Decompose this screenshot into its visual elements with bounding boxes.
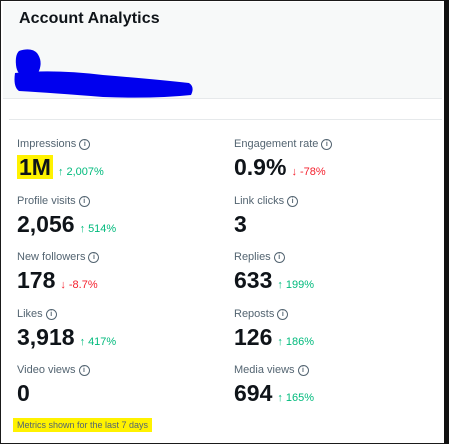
- arrow-up-icon: ↑: [277, 392, 283, 404]
- metric-value: 0: [17, 380, 30, 406]
- page-title: Account Analytics: [19, 10, 160, 27]
- metric-label: Reposts i: [234, 307, 434, 321]
- metric-label: Video views i: [17, 363, 217, 377]
- metric-value-row: 2,056 ↑ 514%: [17, 212, 217, 236]
- metric-label: Impressions i: [17, 137, 217, 151]
- metric-label-text: Reposts: [234, 308, 275, 320]
- metric-change-text: 417%: [88, 336, 117, 348]
- arrow-down-icon: ↓: [291, 166, 297, 178]
- metric-change-text: 2,007%: [66, 166, 104, 178]
- info-icon[interactable]: i: [78, 195, 90, 207]
- metric-change-text: 514%: [88, 223, 117, 235]
- info-icon[interactable]: i: [45, 308, 57, 320]
- info-icon[interactable]: i: [88, 251, 100, 263]
- info-icon[interactable]: i: [78, 364, 90, 376]
- divider: [9, 119, 442, 120]
- metric-value-row: 3: [234, 212, 434, 236]
- metric-label-text: Likes: [17, 308, 43, 320]
- metric-label: New followers i: [17, 250, 217, 264]
- metric-label-text: Impressions: [17, 138, 77, 150]
- redaction-scribble: [14, 49, 193, 98]
- info-icon[interactable]: i: [273, 251, 285, 263]
- footer-note: Metrics shown for the last 7 days: [13, 418, 153, 432]
- metric-change: ↑ 2,007%: [58, 166, 104, 178]
- metric-media-views: Media views i 694 ↑ 165%: [234, 363, 434, 405]
- metric-change: ↑ 199%: [277, 279, 314, 291]
- metric-label: Replies i: [234, 250, 434, 264]
- arrow-up-icon: ↑: [79, 223, 86, 235]
- metric-link-clicks: Link clicks i 3: [234, 194, 434, 236]
- metric-impressions: Impressions i 1M ↑ 2,007%: [17, 137, 217, 179]
- metric-value: 0.9%: [234, 154, 287, 180]
- metric-profile-visits: Profile visits i 2,056 ↑ 514%: [17, 194, 217, 236]
- metric-value: 694: [234, 380, 273, 406]
- info-icon[interactable]: i: [79, 138, 91, 150]
- metric-value-row: 3,918 ↑ 417%: [17, 325, 217, 349]
- metric-value: 178: [17, 267, 56, 293]
- metric-label: Profile visits i: [17, 194, 217, 208]
- metric-value-row: 178 ↓ -8.7%: [17, 268, 217, 292]
- metric-value: 2,056: [17, 211, 75, 237]
- metric-value: 3,918: [17, 324, 75, 350]
- info-icon[interactable]: i: [321, 138, 333, 150]
- metric-label: Link clicks i: [234, 194, 434, 208]
- metric-replies: Replies i 633 ↑ 199%: [234, 250, 434, 292]
- metric-label: Likes i: [17, 307, 217, 321]
- metric-label: Media views i: [234, 363, 434, 377]
- metric-label-text: Profile visits: [17, 195, 76, 207]
- metric-engagement-rate: Engagement rate i 0.9% ↓ -78%: [234, 137, 434, 179]
- metric-value: 126: [234, 324, 273, 350]
- info-icon[interactable]: i: [287, 195, 299, 207]
- metric-change: ↑ 514%: [80, 223, 117, 235]
- metric-label-text: Link clicks: [234, 195, 285, 207]
- metric-label-text: Engagement rate: [234, 138, 319, 150]
- metric-value-row: 633 ↑ 199%: [234, 268, 434, 292]
- metric-reposts: Reposts i 126 ↑ 186%: [234, 307, 434, 349]
- metric-change-text: 199%: [285, 279, 315, 291]
- metric-label-text: Media views: [234, 364, 295, 376]
- metric-label-text: New followers: [17, 251, 86, 263]
- arrow-up-icon: ↑: [79, 336, 86, 348]
- metric-label-text: Replies: [234, 251, 271, 263]
- metric-value-row: 694 ↑ 165%: [234, 381, 434, 405]
- metric-value: 633: [234, 267, 273, 293]
- arrow-up-icon: ↑: [57, 166, 64, 178]
- info-icon[interactable]: i: [277, 308, 289, 320]
- metric-change: ↑ 165%: [277, 392, 314, 404]
- metric-change-text: 186%: [285, 336, 315, 348]
- metric-value-row: 0: [17, 381, 217, 405]
- arrow-down-icon: ↓: [60, 279, 66, 291]
- window-edge: [444, 0, 449, 444]
- metric-change-text: 165%: [285, 392, 315, 404]
- metric-video-views: Video views i 0: [17, 363, 217, 405]
- metric-change: ↑ 186%: [277, 336, 314, 348]
- metric-change-text: -78%: [299, 166, 326, 178]
- metric-value: 3: [234, 211, 247, 237]
- metric-change: ↓ -8.7%: [60, 279, 97, 291]
- arrow-up-icon: ↑: [277, 336, 283, 348]
- metric-change-text: -8.7%: [68, 279, 98, 291]
- metric-change: ↑ 417%: [80, 336, 117, 348]
- metric-label-text: Video views: [17, 364, 76, 376]
- metric-value-row: 1M ↑ 2,007%: [17, 155, 217, 179]
- metric-likes: Likes i 3,918 ↑ 417%: [17, 307, 217, 349]
- metric-new-followers: New followers i 178 ↓ -8.7%: [17, 250, 217, 292]
- metric-value: 1M: [17, 154, 53, 180]
- info-icon[interactable]: i: [297, 364, 309, 376]
- arrow-up-icon: ↑: [277, 279, 283, 291]
- metric-label: Engagement rate i: [234, 137, 434, 151]
- metric-change: ↓ -78%: [291, 166, 325, 178]
- metric-value-row: 126 ↑ 186%: [234, 325, 434, 349]
- metric-value-row: 0.9% ↓ -78%: [234, 155, 434, 179]
